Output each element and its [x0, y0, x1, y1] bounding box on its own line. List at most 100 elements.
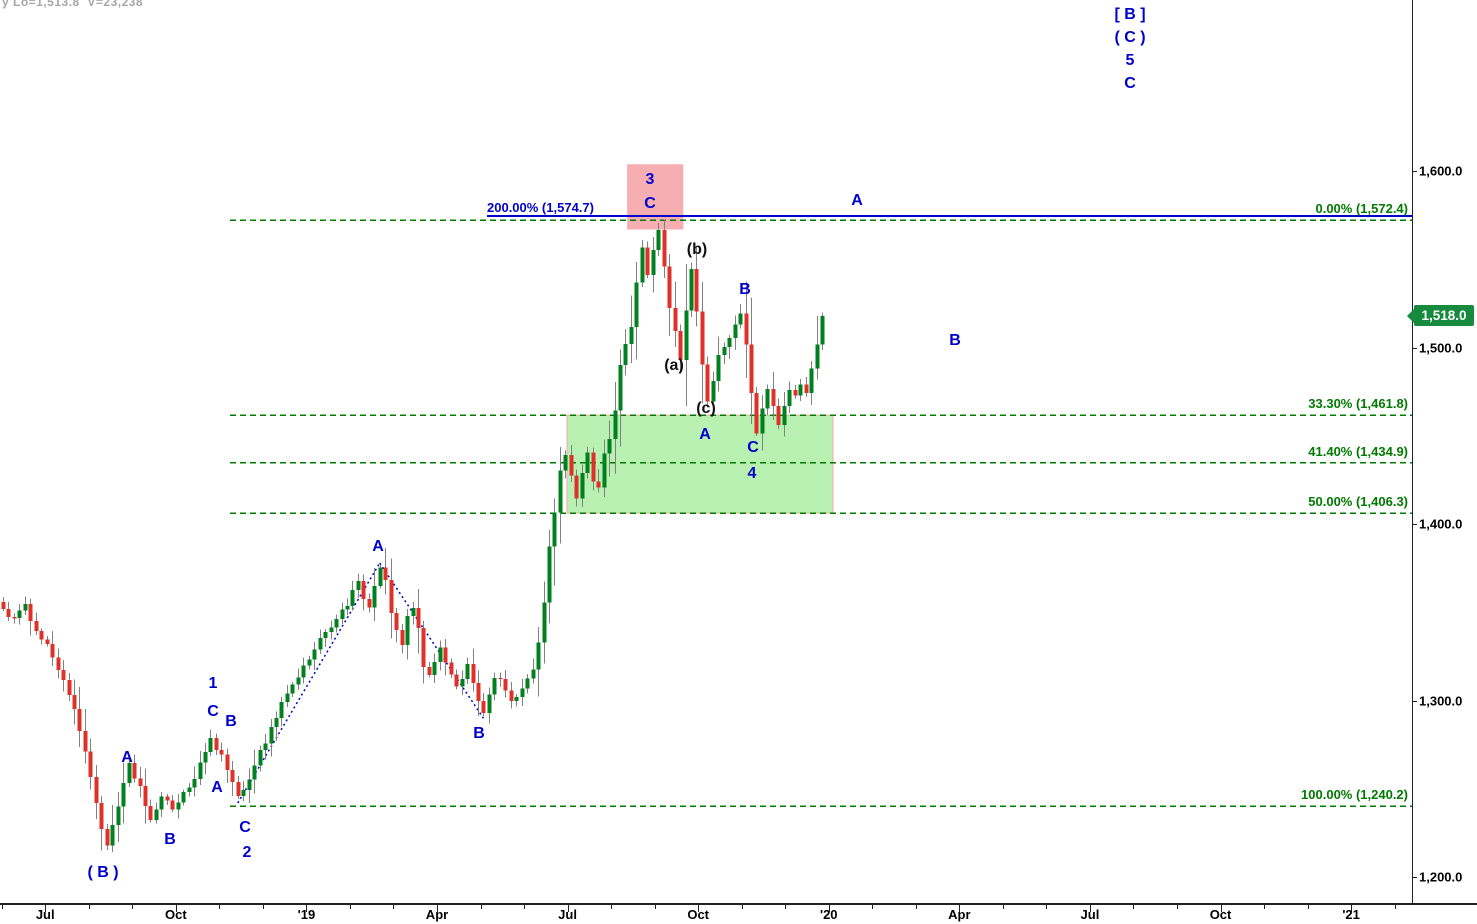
candle-body [667, 266, 672, 308]
wave-label[interactable]: [ B ] [1114, 6, 1146, 23]
wave-label[interactable]: 4 [747, 465, 757, 482]
wave-label[interactable]: A [121, 749, 133, 766]
candle-body [225, 754, 230, 771]
wave-label[interactable]: C [644, 195, 656, 212]
time-tick [611, 905, 613, 909]
wave-label[interactable]: 2 [242, 844, 252, 861]
trendline[interactable] [237, 562, 381, 804]
candle-body [203, 752, 208, 763]
time-tick [132, 905, 134, 909]
wave-label[interactable]: ( C ) [1114, 29, 1146, 46]
time-tick-label: '20 [819, 907, 838, 922]
candle-body [547, 546, 552, 603]
wave-label[interactable]: C [1124, 75, 1136, 92]
candle-body [39, 631, 44, 640]
candle-body [372, 586, 377, 608]
candle-body [99, 803, 104, 829]
candle-body [34, 620, 39, 632]
candle-body [449, 662, 454, 675]
wave-label[interactable]: A [851, 192, 863, 209]
candle-body [285, 693, 290, 703]
wave-label[interactable]: B [164, 831, 176, 848]
time-tick [654, 905, 656, 909]
candle-body [640, 247, 645, 283]
wave-label[interactable]: 5 [1125, 52, 1135, 69]
candle-body [492, 678, 497, 695]
candle-body [176, 802, 181, 810]
candle-body [94, 777, 99, 804]
candle-body [454, 674, 459, 687]
time-tick-label: Jul [558, 907, 577, 922]
candle-body [596, 481, 601, 488]
candle-body [738, 313, 743, 325]
candle-body [12, 617, 17, 619]
wave-label[interactable]: 3 [645, 171, 655, 188]
last-price-badge: 1,518.0 [1407, 305, 1474, 327]
time-tick [567, 905, 569, 912]
fib-level-label[interactable]: 0.00% (1,572.4) [1315, 201, 1408, 216]
candle-body [329, 627, 334, 633]
candle-body [170, 800, 175, 810]
candle-body [181, 792, 186, 803]
wave-label[interactable]: B [949, 332, 961, 349]
candle-body [509, 690, 514, 701]
time-tick [828, 905, 830, 912]
candle-body [269, 727, 274, 744]
wave-label[interactable]: C [747, 439, 759, 456]
price-tick-label: 1,400.0 [1419, 516, 1463, 532]
time-tick [915, 905, 917, 909]
candlestick-chart[interactable] [0, 0, 1412, 903]
candle-body [208, 738, 213, 753]
fib-level-label[interactable]: 100.00% (1,240.2) [1301, 787, 1408, 803]
candle-body [520, 688, 525, 697]
candle-body [56, 657, 61, 670]
price-tick-label: 1,300.0 [1419, 693, 1463, 709]
fib-extension-label[interactable]: 200.00% (1,574.7) [487, 200, 594, 215]
wave-label[interactable]: B [739, 281, 751, 298]
wave-label[interactable]: A [211, 779, 223, 796]
candle-body [345, 606, 350, 610]
wave-label[interactable]: ( B ) [87, 864, 119, 881]
fib-level-label[interactable]: 41.40% (1,434.9) [1308, 443, 1408, 459]
candle-body [198, 762, 203, 779]
candle-body [159, 796, 164, 810]
wave4-retracement-zone[interactable] [566, 414, 834, 514]
time-tick [1307, 905, 1309, 909]
time-tick [349, 905, 351, 909]
wave-label[interactable]: (c) [696, 400, 716, 417]
wave3-top-zone[interactable] [627, 164, 684, 230]
wave-label[interactable]: C [207, 703, 219, 720]
candle-body [558, 470, 563, 513]
candle-body [17, 610, 22, 619]
wave-label[interactable]: 1 [208, 675, 218, 692]
wave-label[interactable]: A [699, 426, 711, 443]
candle-body [247, 779, 252, 791]
time-tick-label: '19 [297, 907, 316, 922]
fib-level-label[interactable]: 50.00% (1,406.3) [1308, 494, 1408, 510]
time-tick [393, 905, 395, 909]
candle-body [793, 389, 798, 396]
wave-label[interactable]: B [473, 725, 485, 742]
candle-body [252, 765, 257, 780]
time-tick [1046, 905, 1048, 909]
wave-label[interactable]: C [239, 819, 251, 836]
wave-label[interactable]: B [225, 713, 237, 730]
candle-body [771, 388, 776, 406]
fib-level-label[interactable]: 33.30% (1,461.8) [1308, 396, 1408, 412]
candle-body [525, 678, 530, 689]
trendline[interactable] [379, 562, 485, 719]
price-tick-label: 1,600.0 [1419, 163, 1463, 179]
candle-body [705, 364, 710, 402]
plot-area[interactable] [0, 0, 1413, 903]
time-tick [1002, 905, 1004, 909]
price-tick [1412, 524, 1417, 526]
time-tick-label: '21 [1342, 907, 1360, 922]
wave-label[interactable]: A [372, 538, 384, 555]
candle-body [88, 751, 93, 778]
candle-body [383, 567, 388, 581]
wave-label[interactable]: (a) [664, 357, 684, 374]
candle-body [411, 607, 416, 617]
candle-body [656, 229, 661, 250]
wave-label[interactable]: (b) [686, 241, 708, 258]
candle-body [230, 770, 235, 782]
